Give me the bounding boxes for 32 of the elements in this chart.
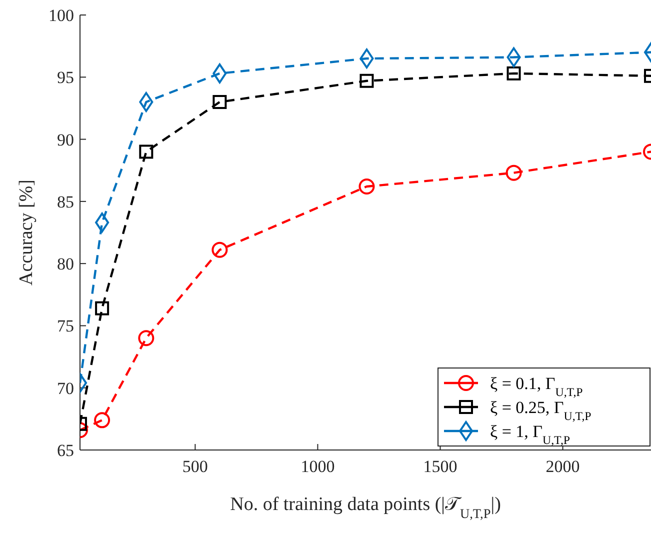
y-tick-label: 70 [57,378,74,398]
y-tick-label: 85 [57,192,74,212]
point [358,178,375,195]
point [212,95,227,109]
x-tick-label: 1000 [300,457,335,476]
x-axis-title: No. of training data points (|𝒯$_{U,T,P}$|) [230,494,501,520]
point [139,144,154,159]
point [95,212,110,233]
y-tick-label: 75 [57,316,74,336]
point [360,48,374,68]
y-axis-title: Accuracy [%] [16,179,37,286]
point [212,63,227,84]
point [95,301,110,316]
x-tick-label: 500 [182,457,208,476]
point [94,412,110,428]
y-tick-label: 65 [57,441,74,460]
point [212,242,228,258]
point [138,330,154,346]
x-tick-label: 1500 [423,457,458,476]
y-tick-label: 95 [57,68,74,88]
point [506,66,521,80]
y-tick-label: 90 [57,130,74,150]
x-tick-label: 2000 [546,457,580,476]
point [139,92,154,112]
legend-label: ξ = 1, Γ$_{U,T,P}$ [490,422,570,447]
point [506,47,521,68]
legend-label: ξ = 0.1, Γ$_{U,T,P}$ [490,374,584,399]
legend-label: ξ = 0.25, Γ$_{U,T,P}$ [490,398,592,423]
y-tick-label: 80 [57,254,74,274]
point [360,74,374,88]
y-tick-label: 100 [48,6,74,25]
point [506,164,522,181]
